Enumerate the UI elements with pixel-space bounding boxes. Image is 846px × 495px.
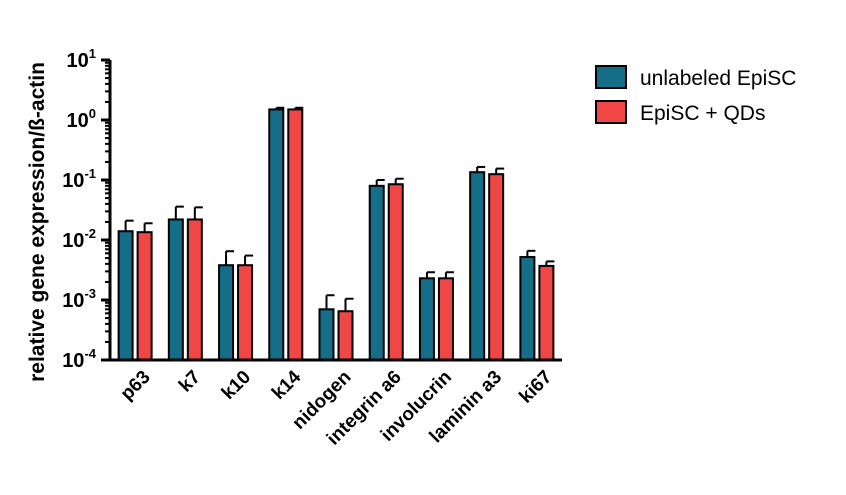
bar-unlabeled — [418, 277, 435, 361]
bar-qds — [337, 310, 354, 361]
bar-unlabeled — [117, 230, 134, 361]
legend-swatch-unlabeled — [595, 65, 627, 89]
y-tick-label: 10-2 — [62, 226, 96, 252]
legend-label-qds: EpiSC + QDs — [640, 102, 765, 125]
legend: unlabeled EpiSC EpiSC + QDs — [595, 65, 796, 125]
y-tick-label: 100 — [67, 106, 96, 132]
x-tick-label: ki67 — [515, 367, 556, 408]
x-tick-label: k14 — [268, 366, 306, 404]
bar-qds — [237, 264, 254, 361]
legend-label-unlabeled: unlabeled EpiSC — [640, 67, 796, 90]
y-axis-label: relative gene expression/ß-actin — [26, 62, 49, 382]
bar-qds — [136, 231, 153, 361]
bar-unlabeled — [368, 184, 385, 361]
bar-qds — [488, 173, 505, 361]
bars-layer — [117, 106, 555, 362]
legend-swatch-qds — [595, 100, 627, 124]
bar-qds — [287, 108, 304, 361]
bar-qds — [387, 183, 404, 361]
bar-unlabeled — [167, 218, 184, 361]
bar-unlabeled — [268, 108, 285, 361]
x-tick-label: k7 — [175, 367, 205, 397]
bar-unlabeled — [218, 264, 235, 361]
bar-unlabeled — [318, 308, 335, 362]
bar-qds — [538, 264, 555, 361]
y-tick-label: 10-1 — [62, 166, 96, 192]
bar-qds — [437, 277, 454, 361]
x-tick-label: k10 — [218, 367, 255, 404]
bar-unlabeled — [519, 256, 536, 361]
bar-unlabeled — [469, 171, 486, 361]
bar-qds — [186, 218, 203, 361]
y-tick-label: 10-3 — [62, 286, 96, 312]
y-tick-label: 10-4 — [62, 346, 97, 372]
x-tick-label: p63 — [117, 367, 155, 405]
y-tick-label: 101 — [67, 46, 96, 72]
